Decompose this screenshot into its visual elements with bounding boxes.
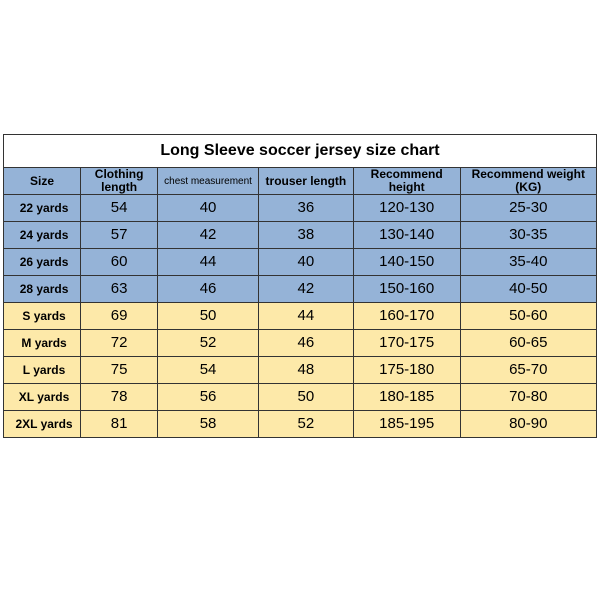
col-trouser-length: trouser length [258,168,353,195]
cell: 70-80 [460,384,596,411]
col-size: Size [4,168,81,195]
cell: 130-140 [353,222,460,249]
cell: 57 [81,222,158,249]
cell: 54 [158,357,259,384]
table-row: M yards 72 52 46 170-175 60-65 [4,330,597,357]
cell: 30-35 [460,222,596,249]
cell: 50-60 [460,303,596,330]
cell: 36 [258,195,353,222]
cell: 44 [158,249,259,276]
cell: 65-70 [460,357,596,384]
cell: 120-130 [353,195,460,222]
table-row: XL yards 78 56 50 180-185 70-80 [4,384,597,411]
table-title-row: Long Sleeve soccer jersey size chart [4,135,597,168]
cell: 56 [158,384,259,411]
table-row: 26 yards 60 44 40 140-150 35-40 [4,249,597,276]
cell: 42 [158,222,259,249]
cell: 185-195 [353,411,460,438]
cell: 44 [258,303,353,330]
cell: 46 [258,330,353,357]
cell: 58 [158,411,259,438]
cell: 63 [81,276,158,303]
col-clothing-length: Clothing length [81,168,158,195]
table-row: 22 yards 54 40 36 120-130 25-30 [4,195,597,222]
cell: 38 [258,222,353,249]
cell: 170-175 [353,330,460,357]
cell-size: L yards [4,357,81,384]
cell: 48 [258,357,353,384]
cell: 78 [81,384,158,411]
cell: 52 [258,411,353,438]
cell: 40-50 [460,276,596,303]
cell: 160-170 [353,303,460,330]
cell: 25-30 [460,195,596,222]
size-chart-table: Long Sleeve soccer jersey size chart Siz… [3,134,597,438]
page: Long Sleeve soccer jersey size chart Siz… [0,0,600,600]
col-recommend-height: Recommend height [353,168,460,195]
cell: 40 [158,195,259,222]
cell: 46 [158,276,259,303]
cell: 140-150 [353,249,460,276]
cell: 80-90 [460,411,596,438]
size-chart-container: Long Sleeve soccer jersey size chart Siz… [3,134,597,438]
cell: 52 [158,330,259,357]
table-row: 2XL yards 81 58 52 185-195 80-90 [4,411,597,438]
table-row: 24 yards 57 42 38 130-140 30-35 [4,222,597,249]
cell: 175-180 [353,357,460,384]
cell: 50 [158,303,259,330]
cell: 69 [81,303,158,330]
cell: 150-160 [353,276,460,303]
cell-size: 26 yards [4,249,81,276]
cell-size: XL yards [4,384,81,411]
col-chest-measurement: chest measurement [158,168,259,195]
table-row: 28 yards 63 46 42 150-160 40-50 [4,276,597,303]
cell: 35-40 [460,249,596,276]
cell-size: 2XL yards [4,411,81,438]
cell: 40 [258,249,353,276]
table-header-row: Size Clothing length chest measurement t… [4,168,597,195]
cell: 75 [81,357,158,384]
cell-size: 28 yards [4,276,81,303]
cell-size: S yards [4,303,81,330]
cell: 72 [81,330,158,357]
cell-size: M yards [4,330,81,357]
cell: 60 [81,249,158,276]
cell: 180-185 [353,384,460,411]
col-recommend-weight: Recommend weight (KG) [460,168,596,195]
table-row: L yards 75 54 48 175-180 65-70 [4,357,597,384]
cell: 50 [258,384,353,411]
cell: 42 [258,276,353,303]
table-body: 22 yards 54 40 36 120-130 25-30 24 yards… [4,195,597,438]
table-row: S yards 69 50 44 160-170 50-60 [4,303,597,330]
table-title: Long Sleeve soccer jersey size chart [4,135,597,168]
cell: 60-65 [460,330,596,357]
cell-size: 24 yards [4,222,81,249]
cell: 81 [81,411,158,438]
cell: 54 [81,195,158,222]
cell-size: 22 yards [4,195,81,222]
